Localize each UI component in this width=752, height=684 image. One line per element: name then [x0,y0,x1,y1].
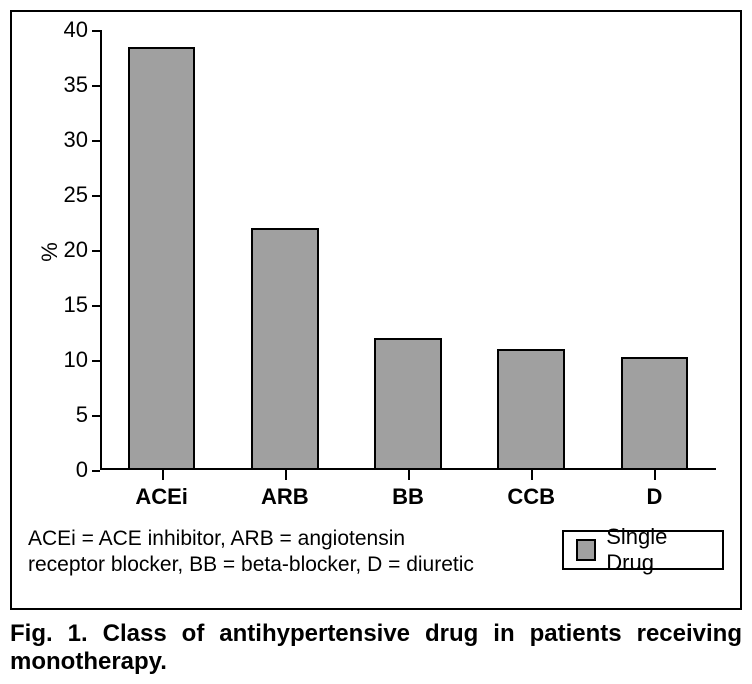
abbreviation-key: ACEi = ACE inhibitor, ARB = angiotensin … [28,526,474,579]
x-tick-label: ACEi [135,470,188,510]
plot-area: 0510152025303540ACEiARBBBCCBD [100,30,716,470]
y-tick-label: 20 [64,237,100,263]
y-tick-label: 40 [64,17,100,43]
bar [128,47,196,471]
legend: Single Drug [562,530,724,570]
y-tick-label: 5 [76,402,100,428]
y-tick-label: 35 [64,72,100,98]
y-tick-label: 30 [64,127,100,153]
x-tick-label: ARB [261,470,309,510]
y-tick-label: 10 [64,347,100,373]
y-tick-label: 0 [76,457,100,483]
legend-label: Single Drug [606,524,710,576]
bar [374,338,442,470]
y-tick-label: 15 [64,292,100,318]
y-axis-label: % [37,242,63,262]
x-tick-label: CCB [507,470,555,510]
y-tick-label: 25 [64,182,100,208]
x-tick-label: BB [392,470,424,510]
abbrev-line-1: ACEi = ACE inhibitor, ARB = angiotensin [28,526,474,552]
x-tick-label: D [646,470,662,510]
bar [497,349,565,470]
legend-swatch [576,539,596,561]
abbrev-line-2: receptor blocker, BB = beta-blocker, D =… [28,552,474,578]
figure-caption: Fig. 1. Class of antihypertensive drug i… [10,620,742,677]
bar [621,357,689,470]
bar [251,228,319,470]
figure-root: 0510152025303540ACEiARBBBCCBD % ACEi = A… [0,0,752,684]
